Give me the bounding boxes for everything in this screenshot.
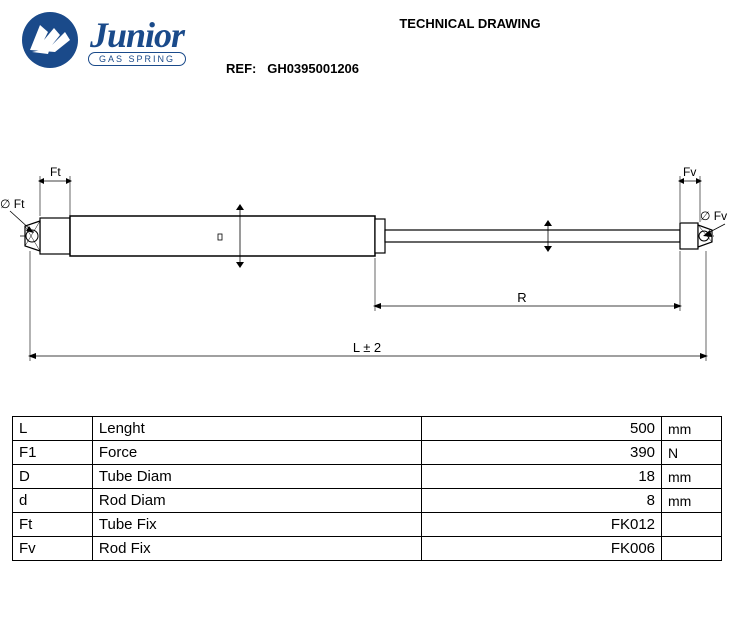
spec-value: 8 [422, 489, 662, 513]
tube-body [70, 216, 375, 256]
spec-unit: mm [662, 417, 722, 441]
collar [375, 219, 385, 253]
table-row: FtTube FixFK012 [13, 513, 722, 537]
table-row: dRod Diam8mm [13, 489, 722, 513]
table-row: LLenght500mm [13, 417, 722, 441]
spec-unit: N [662, 441, 722, 465]
wing-icon [20, 10, 80, 70]
ref-value: GH0395001206 [267, 61, 359, 76]
spec-symbol: Fv [13, 537, 93, 561]
spec-unit: mm [662, 465, 722, 489]
dim-ft: Ft [38, 165, 72, 216]
page-title: TECHNICAL DRAWING [226, 16, 714, 31]
header: Junior GAS SPRING TECHNICAL DRAWING REF:… [0, 0, 734, 86]
logo-block: Junior GAS SPRING [20, 10, 186, 70]
logo-text: Junior GAS SPRING [88, 14, 186, 66]
spec-name: Tube Fix [92, 513, 421, 537]
spec-symbol: L [13, 417, 93, 441]
spec-symbol: D [13, 465, 93, 489]
spec-symbol: d [13, 489, 93, 513]
spec-unit: mm [662, 489, 722, 513]
drawing-svg: Ft ∅ Ft Fv ∅ Fv [0, 126, 734, 406]
technical-drawing: Ft ∅ Ft Fv ∅ Fv [0, 126, 734, 406]
spec-symbol: Ft [13, 513, 93, 537]
spec-value: 500 [422, 417, 662, 441]
ref-line: REF: GH0395001206 [226, 61, 714, 76]
table-row: F1Force390N [13, 441, 722, 465]
spec-name: Rod Diam [92, 489, 421, 513]
spec-table: LLenght500mmF1Force390NDTube Diam18mmdRo… [12, 416, 722, 561]
spec-value: FK012 [422, 513, 662, 537]
title-ref-block: TECHNICAL DRAWING REF: GH0395001206 [226, 10, 714, 76]
spec-tbody: LLenght500mmF1Force390NDTube Diam18mmdRo… [13, 417, 722, 561]
spec-unit [662, 513, 722, 537]
spec-value: FK006 [422, 537, 662, 561]
dim-phi-ft: ∅ Ft [0, 197, 34, 233]
label-l: L ± 2 [353, 340, 381, 355]
label-r: R [517, 290, 526, 305]
label-fv: Fv [683, 165, 696, 179]
dim-r: R [373, 251, 682, 311]
spec-value: 18 [422, 465, 662, 489]
table-row: FvRod FixFK006 [13, 537, 722, 561]
spec-value: 390 [422, 441, 662, 465]
table-row: DTube Diam18mm [13, 465, 722, 489]
logo-sub-text: GAS SPRING [88, 52, 186, 66]
label-phi-ft: ∅ Ft [0, 197, 25, 211]
spec-name: Lenght [92, 417, 421, 441]
spec-symbol: F1 [13, 441, 93, 465]
spec-name: Rod Fix [92, 537, 421, 561]
spec-name: Tube Diam [92, 465, 421, 489]
rod-body [385, 230, 680, 242]
logo-main-text: Junior [90, 14, 184, 56]
dim-fv: Fv [678, 165, 702, 222]
label-ft: Ft [50, 165, 61, 179]
spec-name: Force [92, 441, 421, 465]
ref-label: REF: [226, 61, 256, 76]
tube-fix-fitting [25, 218, 70, 254]
spec-unit [662, 537, 722, 561]
label-phi-fv: ∅ Fv [700, 209, 727, 223]
